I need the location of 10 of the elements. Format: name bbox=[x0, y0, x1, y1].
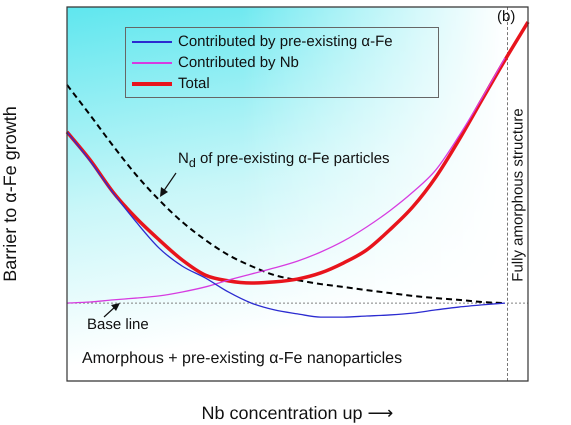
y-axis-title: Barrier to α-Fe growth bbox=[0, 106, 20, 282]
legend-label: Contributed by pre-existing α-Fe bbox=[178, 32, 393, 52]
annotation: (b) bbox=[497, 8, 516, 25]
annotation: Amorphous + pre-existing α-Fe nanoparticles bbox=[82, 350, 402, 368]
ref-line-label: Base line bbox=[87, 316, 149, 333]
annotation: N$_{d}$ of pre-existing α-Fe particles bbox=[178, 150, 390, 170]
annotation: Fully amorphous structure bbox=[510, 108, 526, 282]
legend-label: Contributed by Nb bbox=[178, 53, 299, 73]
x-axis-title: Nb concentration up ⟶ bbox=[201, 403, 394, 424]
legend-label: Total bbox=[178, 74, 210, 94]
